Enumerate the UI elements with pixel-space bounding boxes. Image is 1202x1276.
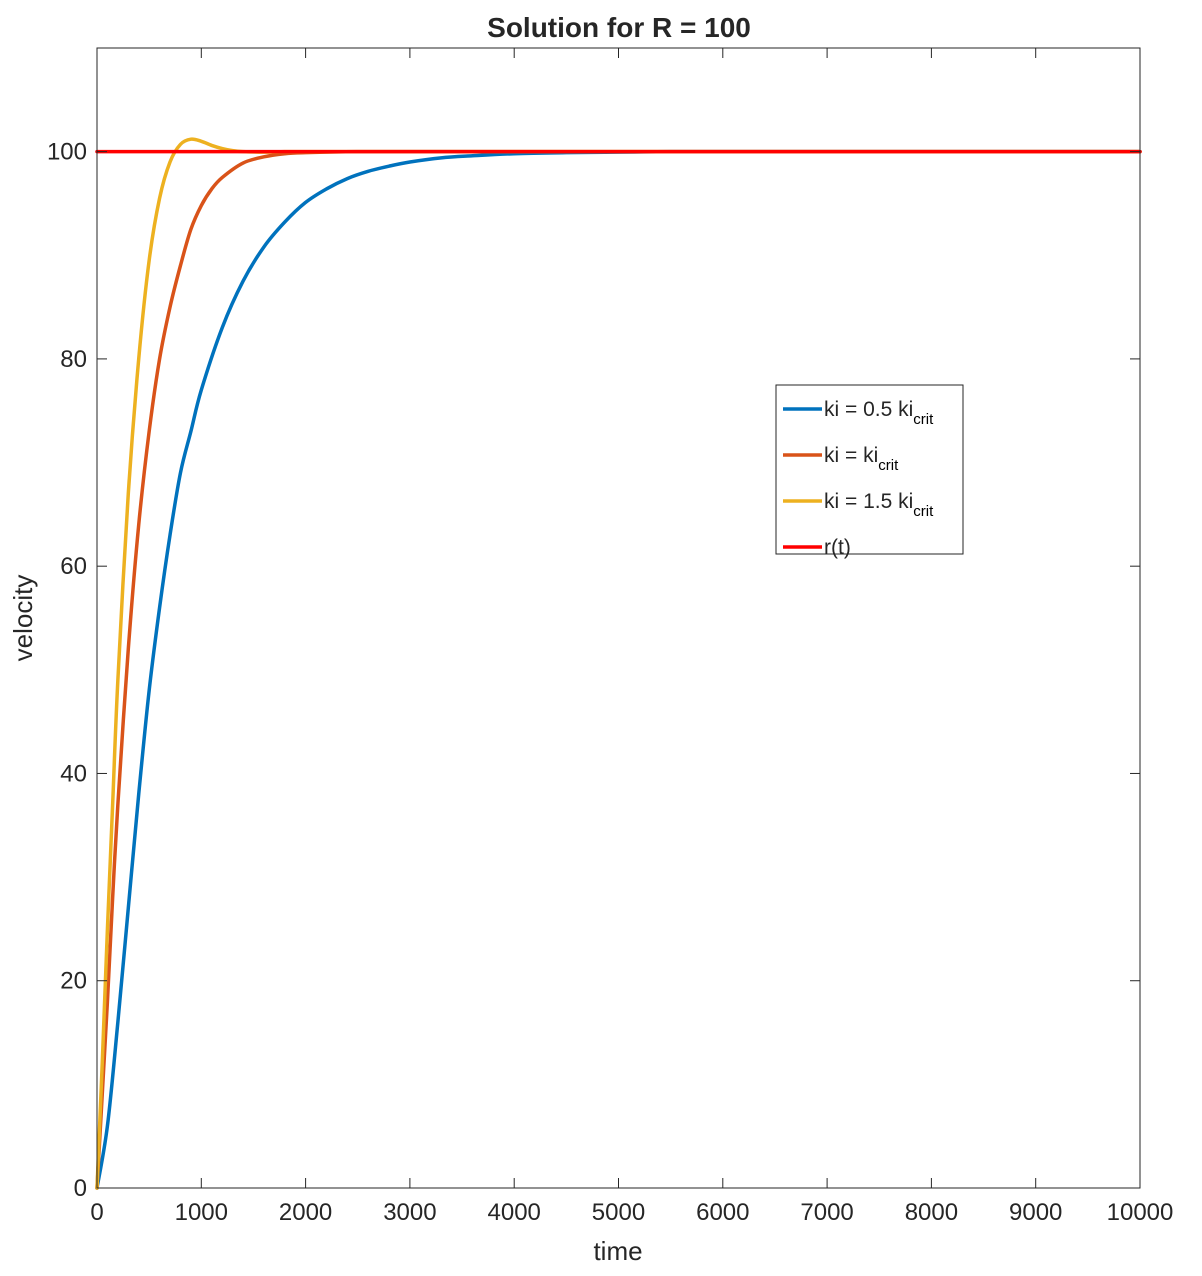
plot-series-group	[95, 137, 1142, 1190]
legend-box	[775, 384, 964, 555]
chart-title: Solution for R = 100	[487, 12, 751, 43]
plot-area-frame	[96, 47, 1141, 1189]
x-tick-label: 10000	[1107, 1199, 1174, 1226]
x-tick-label: 3000	[383, 1199, 436, 1226]
y-axis-label: velocity	[8, 575, 38, 662]
x-tick-label: 2000	[279, 1199, 332, 1226]
x-tick-label: 1000	[175, 1199, 228, 1226]
y-tick-label: 60	[60, 553, 87, 580]
series-line-2	[95, 137, 1142, 1190]
legend-subscript-2: crit	[913, 503, 934, 520]
legend-label-3: r(t)	[824, 536, 851, 559]
x-tick-label: 6000	[696, 1199, 749, 1226]
y-tick-label: 100	[47, 139, 87, 166]
x-axis-ticks: 0 1000 2000 3000 4000 5000 6000 7000 8000 9000 100…	[90, 48, 1173, 1226]
y-tick-label: 80	[60, 346, 87, 373]
legend-subscript-0: crit	[913, 411, 934, 428]
legend-subscript-1: crit	[878, 457, 899, 474]
x-tick-label: 8000	[905, 1199, 958, 1226]
y-tick-label: 20	[60, 968, 87, 995]
series-line-0	[95, 149, 1142, 1190]
x-axis-label: time	[593, 1236, 642, 1266]
y-tick-label: 40	[60, 760, 87, 787]
series-line-1	[95, 149, 1142, 1190]
x-tick-label: 4000	[488, 1199, 541, 1226]
x-tick-label: 9000	[1009, 1199, 1062, 1226]
x-tick-label: 5000	[592, 1199, 645, 1226]
x-tick-label: 0	[90, 1199, 103, 1226]
x-tick-label: 7000	[800, 1199, 853, 1226]
y-tick-label: 0	[74, 1175, 87, 1202]
y-axis-ticks: 0 20 40 60 80 100	[47, 139, 1140, 1202]
